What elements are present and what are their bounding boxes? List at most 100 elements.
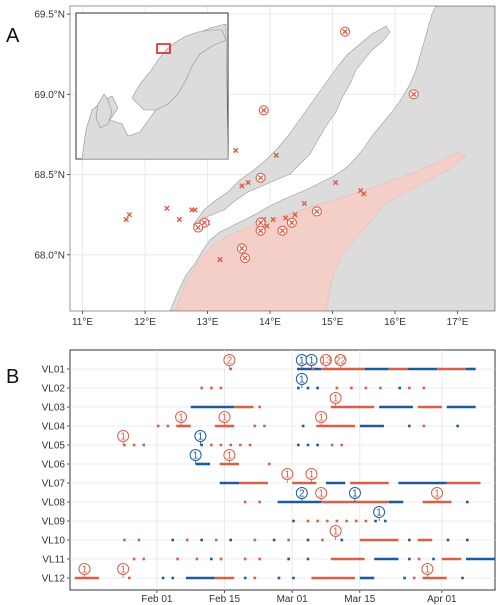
inset-study-area-box (156, 43, 171, 54)
map-point-cross (257, 220, 264, 226)
map-x-tick-label: 16°E (384, 317, 406, 328)
fjord-area (174, 151, 467, 311)
timeline-row-label: VL04 (42, 422, 66, 433)
map-y-axis: 68.0°N 68.5°N 69.0°N 69.5°N (34, 10, 70, 261)
timeline-count-badge: 1 (281, 468, 294, 483)
timeline-badge-count: 1 (285, 470, 291, 481)
map-y-tick-label: 68.0°N (34, 250, 65, 261)
map-point-cross (239, 183, 245, 189)
map-point-cross (289, 220, 295, 226)
timeline-badge-circle (305, 354, 318, 366)
map-y-tick-label: 68.5°N (34, 170, 65, 181)
map-point-cross (261, 107, 267, 114)
timeline-count-badge: 1 (329, 392, 342, 407)
map-border (69, 5, 496, 312)
timeline-badge-circle (281, 468, 294, 480)
timeline-badge-count: 1 (299, 356, 305, 367)
timeline-badge-circle (175, 411, 188, 423)
map-point-circled-cross (277, 225, 288, 236)
timeline-badge-count: 1 (318, 413, 324, 424)
timeline-count-badge: 1 (373, 506, 386, 521)
timeline-badge-circle (329, 525, 342, 537)
timeline-badge-count: 1 (309, 356, 315, 367)
timeline-frame (69, 349, 496, 591)
map-x-tick-label: 12°E (134, 317, 156, 328)
map-point-cross (123, 216, 129, 223)
map-y-tick-label: 69.0°N (34, 90, 65, 101)
timeline-row-label: VL02 (42, 384, 66, 395)
timeline-count-badge: 1 (223, 449, 236, 464)
timeline-count-badge: 1 (315, 487, 328, 502)
timeline-badge-circle (189, 449, 202, 461)
timeline-count-badge: 1 (315, 411, 328, 426)
map-panel: 11°E 12°E 13°E 14°E 15°E 16°E 17°E 68.0°N 68.5°… (34, 5, 496, 328)
map-point-cross (126, 211, 133, 218)
timeline-row-label: VL07 (42, 479, 66, 490)
map-point-circled-cross (193, 222, 204, 233)
panel-label-b: B (6, 366, 19, 388)
map-point-cross (192, 207, 198, 213)
map-point-circled-cross (236, 243, 247, 254)
map-point-cross (257, 175, 264, 181)
timeline-badge-circle (194, 430, 207, 442)
map-point-cross (257, 228, 264, 234)
map-point-circled-cross (255, 217, 266, 228)
timeline-badge-circle (329, 392, 342, 404)
timeline-count-badge: 1 (421, 563, 434, 578)
map-point-circled-cross (255, 172, 266, 183)
map-point-circled-cross (339, 26, 351, 37)
timeline-badge-circle (305, 468, 318, 480)
timeline-x-tick-label: Feb 15 (209, 594, 241, 605)
timeline-count-badge: 1 (431, 487, 444, 502)
map-point-circled-cross (408, 89, 419, 100)
timeline-badge-circle (295, 487, 308, 499)
map-point-cross (264, 223, 270, 229)
map-y-tick-label: 69.5°N (34, 10, 65, 21)
timeline-count-badge: 1 (218, 411, 231, 426)
map-point-circled-cross (311, 206, 322, 217)
timeline-badge-circle (223, 449, 236, 461)
inset-britain-land (95, 93, 113, 129)
map-point-cross (176, 216, 183, 223)
map-point-cross (195, 224, 201, 231)
map-point-cross (217, 256, 223, 263)
timeline-row-label: VL08 (42, 498, 66, 509)
timeline-row-label: VL01 (42, 365, 66, 376)
timeline-row-label: VL09 (42, 517, 66, 528)
timeline-badge-count: 2 (227, 356, 233, 367)
map-point-cross (314, 208, 320, 215)
map-point-cross (164, 205, 170, 211)
timeline-count-badge: 2 (295, 487, 308, 502)
timeline-badge-count: 22 (335, 356, 347, 367)
timeline-count-badge: 1 (189, 449, 202, 464)
timeline-row-label: VL05 (42, 441, 66, 452)
map-point-cross (282, 215, 289, 221)
timeline-x-tick-label: Apr 01 (427, 594, 457, 605)
map-point-cross (273, 152, 279, 158)
timeline-badge-count: 1 (198, 432, 204, 443)
timeline-row-label: VL12 (42, 574, 66, 585)
timeline-badge-circle (348, 487, 361, 499)
timeline-badge-count: 1 (178, 413, 184, 424)
map-point-cross (342, 29, 348, 35)
timeline-row-label: VL11 (42, 555, 65, 566)
timeline-badge-circle (223, 354, 236, 366)
map-point-cross (279, 228, 286, 234)
timeline-badge-count: 1 (120, 432, 126, 443)
map-point-cross (201, 220, 208, 226)
map-point-cross (411, 91, 417, 97)
timeline-badge-circle (117, 563, 130, 575)
timeline-count-badge: 1 (117, 430, 130, 445)
map-point-circled-cross (258, 105, 269, 116)
map-point-circled-cross (239, 252, 251, 264)
timeline-row-label: VL10 (42, 536, 66, 547)
timeline-badge-count: 1 (82, 565, 88, 576)
inset-map (75, 12, 229, 160)
timeline-count-badge: 1 (305, 354, 318, 369)
timeline-badge-count: 1 (352, 489, 358, 500)
map-x-tick-label: 13°E (197, 317, 219, 328)
fjord-branch (300, 230, 320, 290)
map-point-cross (239, 245, 245, 252)
map-layers (70, 6, 495, 311)
